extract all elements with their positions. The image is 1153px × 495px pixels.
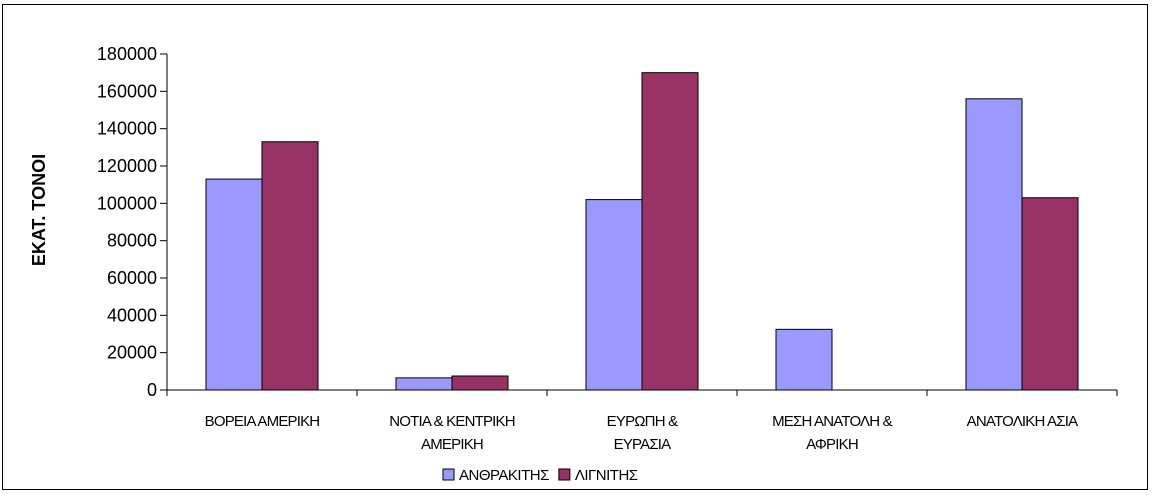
- x-category-label: ΕΥΡΩΠΗ &: [607, 413, 678, 430]
- bar-lignitis: [641, 72, 699, 391]
- y-tick-label: 0: [147, 380, 157, 400]
- bar-lignitis: [1021, 197, 1079, 391]
- y-tick-label: 180000: [97, 44, 157, 64]
- x-category-label: ΑΜΕΡΙΚΗ: [421, 436, 483, 453]
- legend-label: ΛΙΓΝΙΤΗΣ: [575, 467, 638, 484]
- bar-anthrakitis: [395, 377, 453, 391]
- legend-swatch: [558, 468, 571, 481]
- y-axis-title: ΕΚΑΤ. ΤΟΝΟΙ: [29, 154, 49, 266]
- legend-swatch: [442, 468, 455, 481]
- axes: [166, 54, 1118, 396]
- x-category-label: ΝΟΤΙΑ & ΚΕΝΤΡΙΚΗ: [389, 413, 515, 430]
- legend-label: ΑΝΘΡΑΚΙΤΗΣ: [459, 467, 549, 484]
- y-tick-label: 100000: [97, 193, 157, 213]
- x-category-label: ΒΟΡΕΙΑ ΑΜΕΡΙΚΗ: [205, 413, 320, 430]
- y-tick-label: 60000: [107, 268, 157, 288]
- bar-anthrakitis: [965, 98, 1023, 391]
- y-tick-label: 80000: [107, 231, 157, 251]
- chart-frame: [2, 4, 1148, 490]
- x-category-label: ΑΝΑΤΟΛΙΚΗ ΑΣΙΑ: [967, 413, 1078, 430]
- bar-group: [205, 72, 1079, 391]
- x-category-label: ΜΕΣΗ ΑΝΑΤΟΛΗ &: [772, 413, 893, 430]
- bar-lignitis: [261, 141, 319, 391]
- legend: ΑΝΘΡΑΚΙΤΗΣ ΛΙΓΝΙΤΗΣ: [442, 467, 638, 484]
- x-category-label: ΕΥΡΑΣΙΑ: [614, 436, 672, 453]
- x-category-label: ΑΦΡΙΚΗ: [806, 436, 858, 453]
- bar-lignitis: [451, 375, 509, 391]
- y-tick-label: 120000: [97, 156, 157, 176]
- x-axis-labels: ΒΟΡΕΙΑ ΑΜΕΡΙΚΗ ΝΟΤΙΑ & ΚΕΝΤΡΙΚΗ ΑΜΕΡΙΚΗ ΕΥΡ…: [205, 413, 1079, 453]
- y-tick-label: 40000: [107, 305, 157, 325]
- bar-anthrakitis: [205, 178, 263, 391]
- y-axis-ticks: 0 20000 40000 60000 80000 100000 120000 140000 1…: [97, 44, 167, 400]
- y-tick-label: 160000: [97, 81, 157, 101]
- y-tick-label: 20000: [107, 343, 157, 363]
- bar-anthrakitis: [585, 199, 643, 391]
- y-tick-label: 140000: [97, 119, 157, 139]
- bar-anthrakitis: [775, 328, 833, 391]
